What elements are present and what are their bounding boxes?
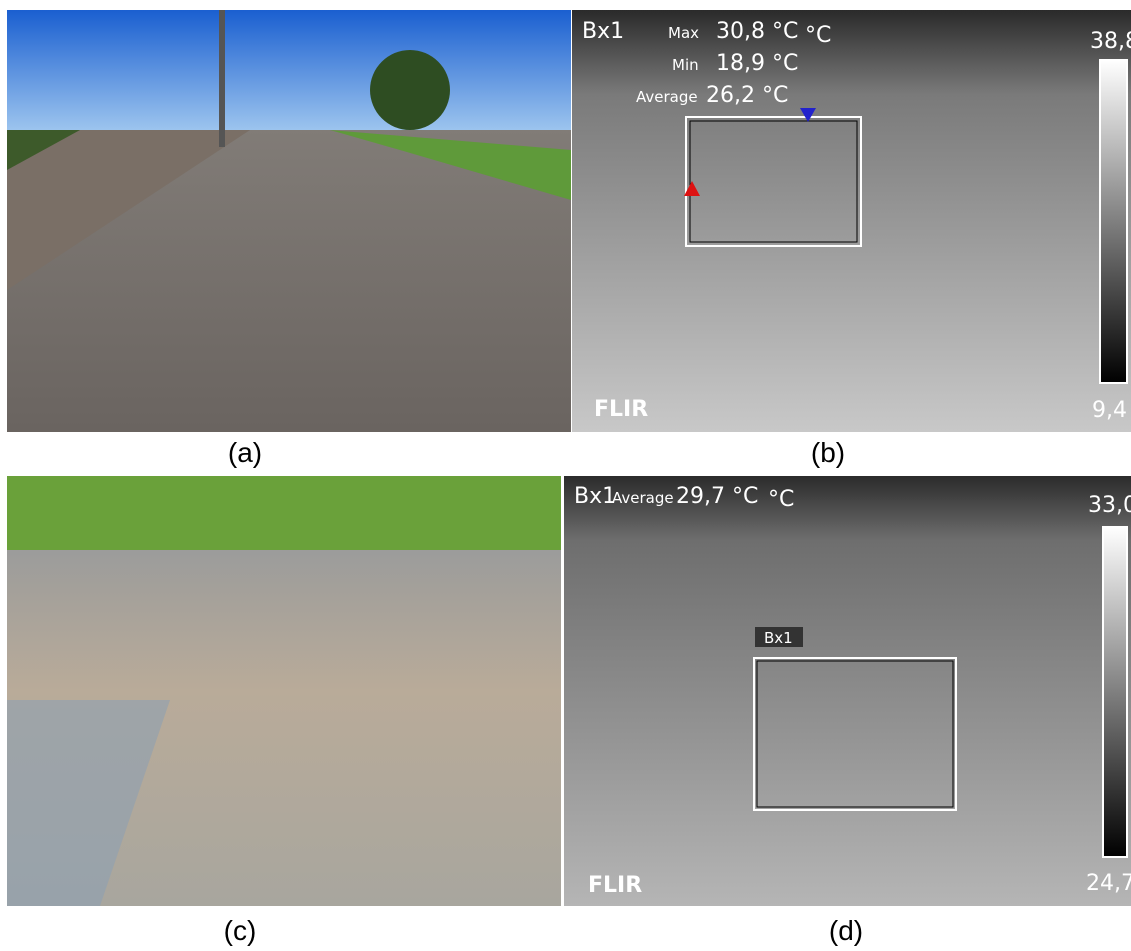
photo-c	[7, 476, 561, 906]
unit: °C	[768, 487, 794, 512]
scale-max: 38,8	[1090, 29, 1131, 54]
logo: FLIR	[588, 873, 642, 898]
unit: °C	[805, 23, 831, 48]
min-label: Min	[672, 56, 699, 74]
panel-label: (c)	[224, 915, 257, 946]
panel-label: (d)	[829, 915, 863, 946]
max-value: 30,8 °C	[716, 19, 798, 44]
scale-min: 24,7	[1086, 871, 1131, 896]
average-label: Average	[636, 88, 698, 106]
average-value: 26,2 °C	[706, 83, 788, 108]
photo-a	[7, 10, 571, 432]
thermal-d	[564, 476, 1131, 906]
box-tag: Bx1	[764, 629, 793, 647]
figure: (a) Bx1 Max 30,8 °C °C Min 18,9 °C Avera…	[0, 0, 1131, 951]
box-name: Bx1	[574, 484, 616, 509]
scale-max: 33,0	[1088, 493, 1131, 518]
thermal-b	[572, 10, 1131, 432]
average-value: 29,7 °C	[676, 484, 758, 509]
max-label: Max	[668, 24, 699, 42]
panel-label: (a)	[228, 437, 262, 468]
box-name: Bx1	[582, 19, 624, 44]
logo: FLIR	[594, 397, 648, 422]
panel-label: (b)	[811, 437, 845, 468]
min-value: 18,9 °C	[716, 51, 798, 76]
average-label: Average	[612, 489, 674, 507]
scale-min: 9,4	[1092, 398, 1127, 423]
